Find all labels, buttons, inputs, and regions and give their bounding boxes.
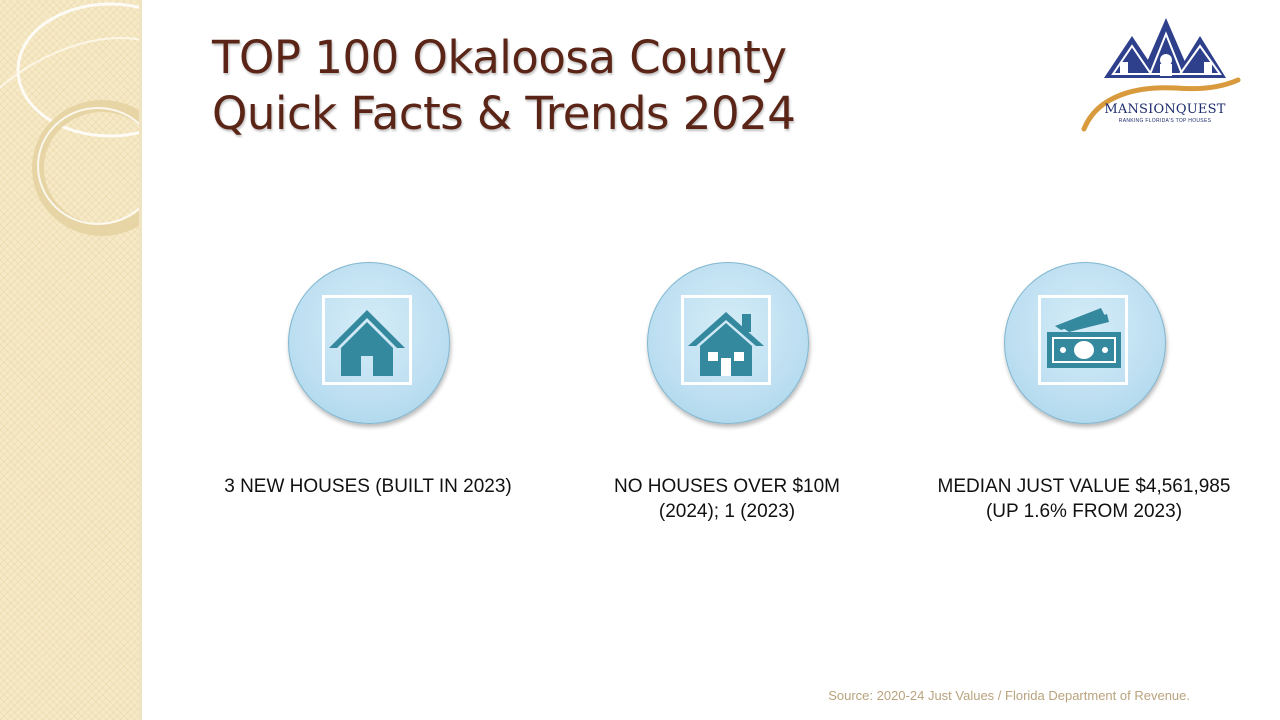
median-value-badge bbox=[1004, 262, 1166, 424]
fact-median-just-value-line-1: MEDIAN JUST VALUE $4,561,985 bbox=[937, 476, 1231, 497]
side-panel-edge bbox=[139, 0, 142, 720]
icon-frame bbox=[1038, 295, 1128, 385]
source-citation: Source: 2020-24 Just Values / Florida De… bbox=[828, 688, 1190, 703]
fact-houses-over-10m: NO HOUSES OVER $10M (2024); 1 (2023) bbox=[567, 474, 887, 524]
fact-houses-over-10m-line-2: (2024); 1 (2023) bbox=[658, 501, 796, 522]
slide-title: TOP 100 Okaloosa County Quick Facts & Tr… bbox=[212, 30, 796, 142]
slide-title-line-2: Quick Facts & Trends 2024 bbox=[212, 87, 796, 140]
logo-tagline: RANKING FLORIDA'S TOP HOUSES bbox=[1118, 118, 1212, 124]
house-icon bbox=[329, 310, 405, 376]
icon-frame bbox=[681, 295, 771, 385]
fact-houses-over-10m-line-1: NO HOUSES OVER $10M bbox=[614, 476, 840, 497]
icon-frame bbox=[322, 295, 412, 385]
new-houses-badge bbox=[288, 262, 450, 424]
house-with-chimney-icon bbox=[688, 312, 764, 376]
logo-swoosh bbox=[1081, 77, 1241, 132]
decorative-side-panel bbox=[0, 0, 142, 720]
mansionquest-logo bbox=[1081, 18, 1241, 132]
money-icon bbox=[1047, 308, 1121, 368]
fact-new-houses-line-1: 3 NEW HOUSES (BUILT IN 2023) bbox=[224, 476, 512, 497]
mansion-roof-icon bbox=[1104, 18, 1226, 78]
houses-over-10m-badge bbox=[647, 262, 809, 424]
fact-median-just-value: MEDIAN JUST VALUE $4,561,985 (UP 1.6% FR… bbox=[924, 474, 1244, 524]
fact-new-houses: 3 NEW HOUSES (BUILT IN 2023) bbox=[208, 474, 528, 499]
fact-median-just-value-line-2: (UP 1.6% FROM 2023) bbox=[985, 501, 1183, 522]
decorative-swirl bbox=[0, 2, 142, 236]
logo-wordmark: MANSIONQUEST bbox=[1104, 102, 1226, 117]
slide-title-line-1: TOP 100 Okaloosa County bbox=[212, 31, 787, 84]
